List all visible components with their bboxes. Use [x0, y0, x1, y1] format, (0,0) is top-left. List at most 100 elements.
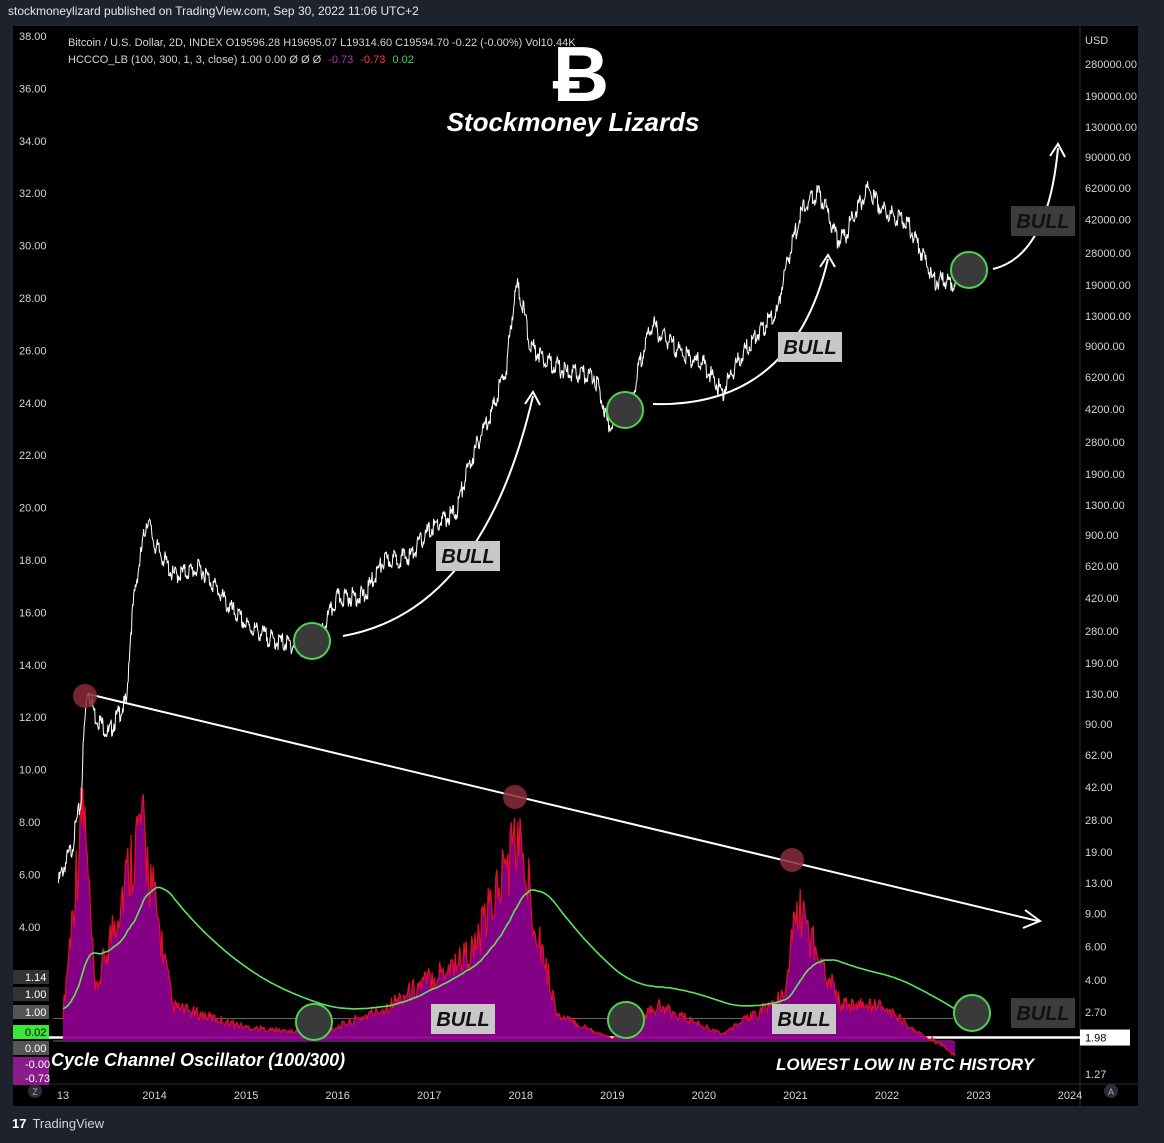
right-tick-label: 130.00 — [1085, 689, 1119, 701]
footer: 17 TradingView — [12, 1116, 104, 1131]
price-tag-label: 1.98 — [1085, 1033, 1106, 1045]
plot-background — [13, 26, 1138, 1106]
osc-level-box — [13, 1071, 49, 1085]
x-tick-label: 2018 — [509, 1090, 533, 1102]
legend-indicator-val-2: -0.73 — [360, 54, 385, 66]
right-tick-label: 62.00 — [1085, 750, 1113, 762]
x-tick-label: 2022 — [875, 1090, 899, 1102]
right-tick-label: 42.00 — [1085, 782, 1113, 794]
x-tick-label: 2021 — [783, 1090, 807, 1102]
x-tick-label: 2017 — [417, 1090, 441, 1102]
right-tick-label: 6.00 — [1085, 942, 1106, 954]
brand-title: Stockmoney Lizards — [447, 107, 700, 137]
peak-marker-icon — [503, 785, 527, 809]
left-tick-label: 32.00 — [19, 188, 47, 200]
right-tick-label: 28000.00 — [1085, 248, 1131, 260]
right-tick-label: 90000.00 — [1085, 152, 1131, 164]
legend-indicator-prefix: HCCCO_LB (100, 300, 1, 3, close) 1.00 0.… — [68, 54, 322, 66]
bull-marker-icon — [607, 1001, 645, 1039]
legend-indicator-line: HCCCO_LB (100, 300, 1, 3, close) 1.00 0.… — [68, 54, 414, 66]
bull-label-box — [1011, 206, 1075, 236]
left-tick-label: 4.00 — [19, 922, 40, 934]
x-tick-label: 2016 — [325, 1090, 349, 1102]
chart-frame[interactable]: 13 2014 2015 2016 2017 2018 2019 2020 2021 2022 20… — [13, 26, 1138, 1106]
osc-level-label: 1.00 — [25, 989, 46, 1001]
right-tick-label: 9.00 — [1085, 908, 1106, 920]
bull-marker-icon — [606, 391, 644, 429]
price-tag-box — [1080, 1029, 1130, 1046]
x-tick-label: 2015 — [234, 1090, 258, 1102]
left-tick-label: 36.00 — [19, 83, 47, 95]
bull-label-box — [772, 1004, 836, 1034]
bull-label-box — [1011, 998, 1075, 1028]
peak-marker-icon — [780, 848, 804, 872]
right-tick-label: 6200.00 — [1085, 372, 1125, 384]
x-tick-label: 2019 — [600, 1090, 624, 1102]
osc-level-box — [13, 970, 49, 984]
arrowhead-icon — [524, 390, 541, 406]
peak-marker-icon — [73, 684, 97, 708]
x-tick-label: 2020 — [692, 1090, 716, 1102]
price-line — [57, 181, 956, 884]
annotation-layer: BULL BULL BULL BULL BULL BULL — [73, 142, 1075, 1041]
left-tick-label: 10.00 — [19, 765, 47, 777]
oscillator-layer: 1.14 1.00 1.00 0.02 0.00 -0.00 -0.73 — [13, 787, 1080, 1085]
right-tick-label: 280000.00 — [1085, 59, 1137, 71]
left-tick-label: 38.00 — [19, 31, 47, 43]
axis-corner-label: A — [1108, 1087, 1114, 1097]
lowest-low-label: LOWEST LOW IN BTC HISTORY — [776, 1055, 1036, 1074]
bull-label: BULL — [783, 337, 836, 359]
arrowhead-icon — [819, 253, 836, 268]
osc-level-label: -0.73 — [25, 1073, 50, 1085]
left-tick-label: 16.00 — [19, 607, 47, 619]
footer-brand: TradingView — [32, 1116, 105, 1131]
right-tick-label: 620.00 — [1085, 561, 1119, 573]
oscillator-title: Cycle Channel Oscillator (100/300) — [51, 1050, 345, 1070]
axis-corner-icon — [28, 1084, 42, 1098]
right-tick-label: 13000.00 — [1085, 311, 1131, 323]
left-tick-label: 22.00 — [19, 450, 47, 462]
left-tick-label: 6.00 — [19, 869, 40, 881]
osc-level-label: 1.00 — [25, 1007, 46, 1019]
left-tick-label: 14.00 — [19, 660, 47, 672]
left-tick-label: 26.00 — [19, 345, 47, 357]
right-tick-label: 19.00 — [1085, 847, 1113, 859]
osc-level-label: 0.02 — [25, 1027, 46, 1039]
legend-indicator-val-3: 0.02 — [392, 54, 413, 66]
left-tick-label: 28.00 — [19, 293, 47, 305]
bull-marker-icon — [293, 622, 331, 660]
right-tick-label: 90.00 — [1085, 719, 1113, 731]
right-tick-label: 280.00 — [1085, 626, 1119, 638]
right-tick-label: 1.27 — [1085, 1069, 1106, 1081]
axis-layer: 13 2014 2015 2016 2017 2018 2019 2020 2021 2022 20… — [13, 26, 1138, 1106]
legend-indicator-val-1: -0.73 — [328, 54, 353, 66]
arrowhead-icon — [1049, 142, 1066, 158]
osc-level-label: 0.00 — [25, 1043, 46, 1055]
oscillator-line — [62, 787, 956, 1057]
right-tick-label: 28.00 — [1085, 815, 1113, 827]
trend-arrowhead-icon — [1022, 909, 1043, 929]
right-tick-label: 13.00 — [1085, 878, 1113, 890]
right-tick-label: 42000.00 — [1085, 215, 1131, 227]
osc-level-label: -0.00 — [25, 1059, 50, 1071]
osc-level-label: 1.14 — [25, 972, 46, 984]
bull-label: BULL — [441, 546, 494, 568]
axis-corner-label: Z — [32, 1087, 38, 1097]
bull-label: BULL — [777, 1009, 830, 1031]
right-tick-label: 2800.00 — [1085, 437, 1125, 449]
right-tick-label: 1900.00 — [1085, 469, 1125, 481]
left-tick-label: 34.00 — [19, 136, 47, 148]
osc-level-box — [13, 1057, 49, 1071]
chart-svg[interactable]: 13 2014 2015 2016 2017 2018 2019 2020 2021 2022 20… — [13, 26, 1138, 1106]
left-tick-label: 12.00 — [19, 712, 47, 724]
trend-line — [87, 693, 1039, 922]
bull-label: BULL — [1016, 1003, 1069, 1025]
right-tick-label: 1300.00 — [1085, 500, 1125, 512]
tradingview-logo-icon: 17 — [12, 1116, 27, 1131]
left-tick-label: 18.00 — [19, 555, 47, 567]
left-tick-label: 30.00 — [19, 241, 47, 253]
osc-level-box — [13, 1041, 49, 1055]
x-tick-label: 2014 — [142, 1090, 166, 1102]
right-tick-label: 4200.00 — [1085, 404, 1125, 416]
bull-label-box — [436, 541, 500, 571]
